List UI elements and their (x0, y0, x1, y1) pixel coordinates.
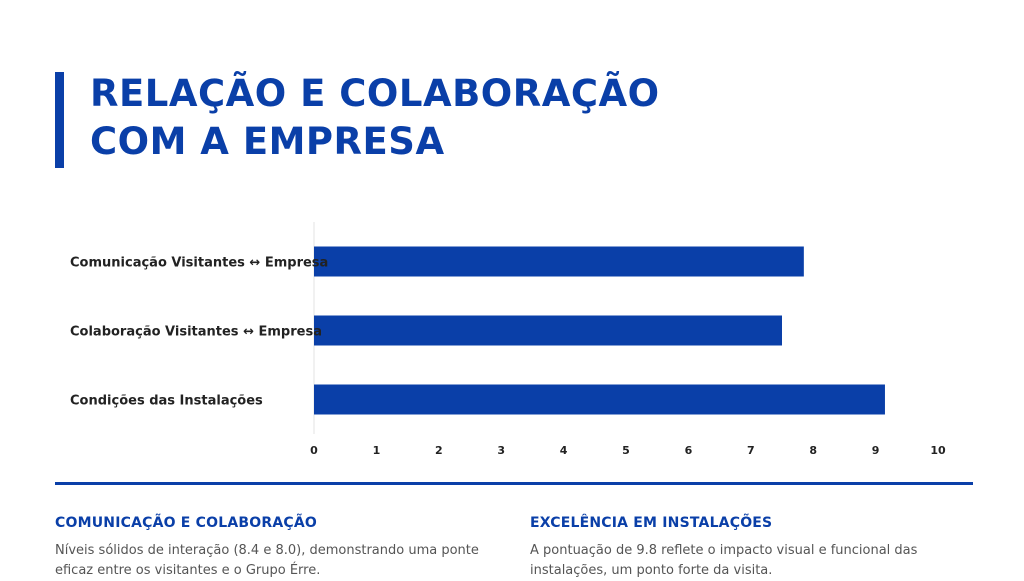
x-tick-label-8: 8 (809, 444, 817, 457)
section-communication-body: Níveis sólidos de interação (8.4 e 8.0),… (55, 543, 479, 578)
title-accent-bar (55, 72, 64, 168)
x-tick-label-5: 5 (622, 444, 630, 457)
x-tick-label-10: 10 (930, 444, 946, 457)
section-facilities-body: A pontuação de 9.8 reflete o impacto vis… (530, 543, 918, 578)
section-communication: COMUNICAÇÃO E COLABORAÇÃO Níveis sólidos… (55, 515, 495, 581)
bar-1 (314, 315, 782, 346)
x-tick-label-2: 2 (435, 444, 443, 457)
bar-chart: Comunicação Visitantes ↔ Empresa Colabora… (70, 222, 946, 457)
x-tick-label-0: 0 (310, 444, 318, 457)
bar-2 (314, 384, 885, 415)
category-label-2: Condições das Instalações (70, 394, 263, 409)
category-label-1: Colaboração Visitantes ↔ Empresa (70, 325, 322, 340)
category-label-0: Comunicação Visitantes ↔ Empresa (70, 256, 328, 271)
section-facilities: EXCELÊNCIA EM INSTALAÇÕES A pontuação de… (530, 515, 970, 581)
x-tick-label-4: 4 (560, 444, 568, 457)
bar-0 (314, 246, 804, 277)
x-tick-label-7: 7 (747, 444, 755, 457)
x-tick-label-9: 9 (872, 444, 880, 457)
x-tick-label-3: 3 (497, 444, 505, 457)
section-facilities-heading: EXCELÊNCIA EM INSTALAÇÕES (530, 515, 773, 531)
section-divider (55, 482, 973, 485)
section-communication-heading: COMUNICAÇÃO E COLABORAÇÃO (55, 515, 317, 531)
title-line-1: RELAÇÃO E COLABORAÇÃO (90, 72, 660, 115)
title-line-2: COM A EMPRESA (90, 120, 445, 163)
x-tick-label-1: 1 (373, 444, 381, 457)
x-tick-label-6: 6 (685, 444, 693, 457)
page-title: RELAÇÃO E COLABORAÇÃO COM A EMPRESA (90, 70, 790, 166)
